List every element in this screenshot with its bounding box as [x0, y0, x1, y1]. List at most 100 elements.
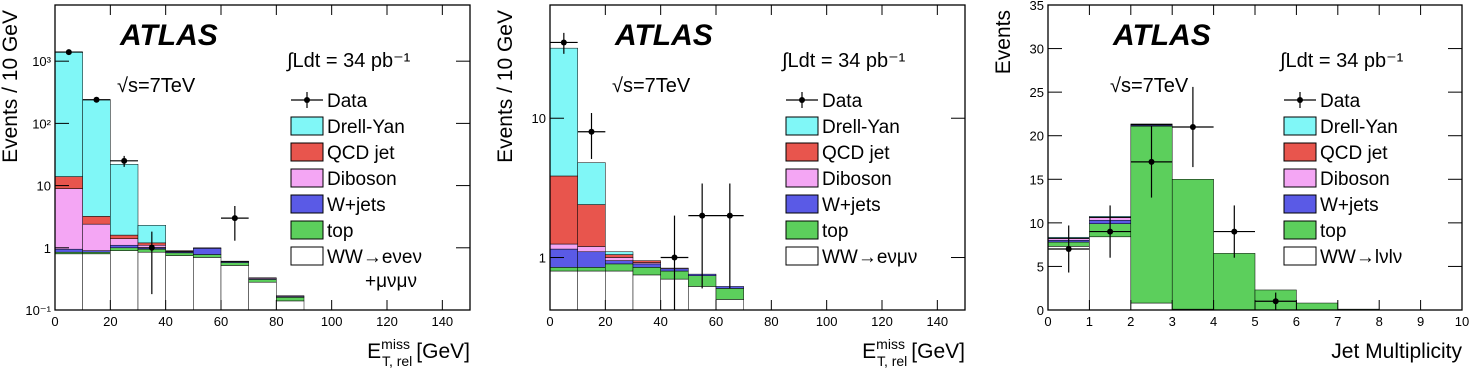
- y-tick-label: 10²: [32, 116, 51, 131]
- histogram-segment: [248, 281, 277, 310]
- histogram-segment: [193, 247, 222, 249]
- histogram-segment: [688, 286, 717, 310]
- experiment-label: ATLAS: [119, 19, 218, 52]
- y-tick-label: 35: [1030, 0, 1044, 13]
- histogram-segment: [632, 267, 661, 276]
- histogram-segment: [550, 267, 578, 272]
- histogram-segment: [55, 176, 83, 189]
- histogram-segment: [1213, 253, 1256, 310]
- legend-label: Diboson: [822, 169, 892, 190]
- y-tick-label: 15: [1030, 172, 1044, 187]
- legend-entry: Drell-Yan: [290, 116, 405, 138]
- legend-key: [785, 246, 819, 266]
- histogram-segment: [220, 262, 249, 266]
- legend-key: [785, 220, 819, 240]
- legend-entry: Drell-Yan: [1283, 116, 1398, 138]
- legend-key: [785, 194, 819, 214]
- legend-key: [785, 168, 819, 188]
- x-axis-label-main: E: [367, 340, 381, 363]
- histogram-segment: [605, 270, 634, 310]
- legend-entry: QCD jet: [785, 142, 890, 164]
- histogram-segment: [82, 216, 111, 225]
- histogram-segment: [276, 295, 305, 297]
- x-tick-label: 120: [871, 314, 893, 329]
- data-point: [1065, 246, 1072, 252]
- histogram-segment: [1171, 179, 1214, 310]
- y-axis-label: Events / 10 GeV: [0, 10, 22, 163]
- legend-label: Drell-Yan: [1320, 117, 1398, 138]
- legend-entry: W+jets: [785, 194, 881, 216]
- plot-area: [550, 32, 744, 310]
- legend-key: [290, 246, 324, 266]
- x-tick-label: 0: [546, 314, 553, 329]
- histogram-segment: [577, 267, 606, 272]
- histogram-segment: [550, 47, 578, 177]
- x-tick-label: 60: [214, 314, 228, 329]
- legend-entry: QCD jet: [1283, 142, 1388, 164]
- luminosity-label: ∫Ldt = 34 pb⁻¹: [1279, 50, 1404, 72]
- x-axis-label: Jet Multiplicity: [1331, 340, 1462, 363]
- histogram-segment: [276, 297, 305, 302]
- histogram-segment: [550, 243, 578, 250]
- histogram-segment: [55, 253, 83, 310]
- histogram-segment: [632, 274, 661, 310]
- y-tick-label: 5: [1037, 259, 1044, 274]
- data-point: [560, 39, 567, 46]
- y-tick-label: 20: [1030, 129, 1044, 144]
- histogram-segment: [605, 260, 634, 265]
- legend-label: QCD jet: [822, 143, 890, 164]
- y-tick-label: 10: [532, 111, 546, 126]
- legend-label: top: [822, 221, 848, 242]
- x-tick-label: 4: [1210, 314, 1217, 329]
- y-tick-label: 25: [1030, 85, 1044, 100]
- energy-label: √s=7TeV: [1110, 75, 1189, 97]
- data-point: [1272, 298, 1279, 305]
- data-point: [231, 215, 238, 222]
- luminosity-label: ∫Ldt = 34 pb⁻¹: [781, 50, 906, 72]
- luminosity-label: ∫Ldt = 34 pb⁻¹: [286, 50, 411, 72]
- x-tick-label: 0: [1044, 314, 1051, 329]
- histogram-segment: [82, 223, 111, 251]
- legend-label: QCD jet: [1320, 143, 1388, 164]
- legend-key: [785, 142, 819, 162]
- legend-label: Diboson: [327, 169, 397, 190]
- legend-entry: Data: [1284, 91, 1361, 112]
- legend-label: Data: [822, 91, 863, 112]
- data-point: [1189, 124, 1196, 130]
- y-tick-label: 1: [539, 251, 546, 266]
- histogram-segment: [605, 251, 634, 255]
- histogram-segment: [577, 251, 606, 268]
- legend-entry: Diboson: [785, 168, 892, 190]
- legend-entry: top: [290, 220, 353, 242]
- x-tick-label: 140: [926, 314, 948, 329]
- x-tick-label: 10: [1455, 314, 1469, 329]
- histogram-segment: [55, 51, 83, 177]
- legend-label: WW→lνlν: [1320, 247, 1402, 268]
- legend-key: [290, 194, 324, 214]
- data-point: [671, 254, 678, 261]
- data-point: [699, 212, 706, 219]
- x-tick-label: 3: [1169, 314, 1176, 329]
- panel: 0 5 10 15 20 25 30 35 0 1 2 3 4 5 6 7 8 9 10 Events Jet Mult…: [992, 0, 1469, 363]
- histogram-segment: [55, 188, 83, 250]
- histogram-segment: [577, 270, 606, 310]
- energy-label: √s=7TeV: [612, 75, 691, 97]
- x-axis-label-sub: T, rel: [382, 353, 412, 369]
- legend-key: [290, 116, 324, 136]
- x-tick-label: 80: [764, 314, 778, 329]
- x-tick-label: 40: [158, 314, 172, 329]
- y-tick-label: 10: [37, 179, 51, 194]
- legend-key: [1283, 168, 1317, 188]
- x-tick-label: 1: [1086, 314, 1093, 329]
- legend-label-line: +μνμν: [360, 271, 417, 292]
- x-tick-label: 8: [1376, 314, 1383, 329]
- histogram-segment: [110, 250, 139, 310]
- legend-label: W+jets: [822, 195, 881, 216]
- data-point: [1231, 228, 1238, 235]
- data-point: [588, 128, 595, 135]
- legend-label: WW→eνμν: [822, 247, 917, 268]
- histogram-segment: [165, 252, 194, 256]
- data-point: [121, 157, 128, 164]
- histogram-segment: [165, 255, 194, 310]
- histogram-segment: [248, 277, 277, 279]
